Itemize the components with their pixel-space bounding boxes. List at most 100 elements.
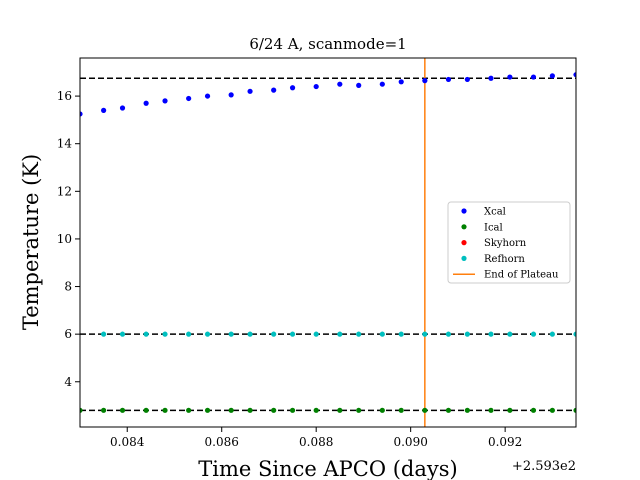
point-xcal <box>143 100 149 106</box>
point-xcal <box>488 75 494 81</box>
point-xcal <box>573 72 576 78</box>
legend: Xcal Ical Skyhorn Refhorn End of Plateau <box>447 201 571 284</box>
x-axis: 0.084 0.086 0.088 0.090 0.092 <box>110 427 522 449</box>
y-tick-label: 16 <box>57 89 72 103</box>
point-xcal <box>530 74 537 80</box>
y-tick-label: 8 <box>64 280 72 294</box>
point-ical <box>422 407 428 413</box>
y-tick-label: 14 <box>57 137 73 151</box>
point-xcal <box>162 98 168 104</box>
legend-marker <box>461 224 467 230</box>
point-refhorn <box>464 331 470 337</box>
point-ical <box>464 407 470 413</box>
point-refhorn <box>422 331 428 337</box>
point-ical <box>143 407 149 413</box>
point-refhorn <box>119 331 126 337</box>
point-refhorn <box>101 331 107 337</box>
chart-title: 6/24 A, scanmode=1 <box>249 35 406 53</box>
x-tick-label: 0.092 <box>488 435 522 449</box>
point-ical <box>162 407 168 413</box>
point-refhorn <box>313 331 319 337</box>
point-refhorn <box>488 331 494 337</box>
point-ical <box>379 407 385 413</box>
point-ical <box>445 407 452 413</box>
point-ical <box>337 407 343 413</box>
legend-label: Refhorn <box>484 254 525 265</box>
point-refhorn <box>356 331 362 337</box>
point-refhorn <box>247 331 253 337</box>
point-ical <box>289 407 296 413</box>
legend-marker <box>461 208 467 214</box>
point-ical <box>530 407 537 413</box>
point-xcal <box>289 85 296 91</box>
point-refhorn <box>289 331 296 337</box>
point-xcal <box>271 87 277 93</box>
point-xcal <box>186 95 192 102</box>
point-refhorn <box>573 331 576 337</box>
x-tick-label: 0.088 <box>299 435 333 449</box>
point-ical <box>356 407 362 413</box>
point-xcal <box>507 74 513 80</box>
point-xcal <box>379 81 385 87</box>
y-tick-label: 10 <box>57 232 72 246</box>
point-xcal <box>356 82 362 88</box>
point-xcal <box>101 107 107 113</box>
point-xcal <box>228 92 234 98</box>
point-ical <box>488 407 494 413</box>
point-xcal <box>119 105 126 111</box>
x-axis-label: Time Since APCO (days) <box>198 457 457 480</box>
point-refhorn <box>379 331 385 337</box>
point-xcal <box>80 111 83 117</box>
plot-frame <box>79 57 577 428</box>
point-xcal <box>549 73 555 79</box>
y-axis: 4 6 8 10 12 14 16 <box>57 89 80 389</box>
point-ical <box>313 407 319 413</box>
y-tick-label: 12 <box>57 184 72 198</box>
point-refhorn <box>143 331 149 337</box>
point-refhorn <box>507 331 513 337</box>
series-refhorn <box>101 331 576 337</box>
x-tick-label: 0.090 <box>393 435 427 449</box>
point-ical <box>204 407 211 413</box>
point-ical <box>101 407 107 413</box>
point-refhorn <box>445 331 452 337</box>
point-refhorn <box>530 331 537 337</box>
legend-marker <box>461 240 467 246</box>
point-refhorn <box>398 331 404 337</box>
x-tick-label: 0.084 <box>110 435 145 449</box>
legend-box <box>447 201 571 284</box>
point-ical <box>247 407 253 413</box>
series-xcal <box>80 72 576 117</box>
x-offset-label: +2.593e2 <box>512 459 576 474</box>
point-ical <box>119 407 126 413</box>
point-ical <box>549 407 555 413</box>
point-xcal <box>204 93 211 99</box>
point-xcal <box>464 76 470 83</box>
point-refhorn <box>204 331 211 337</box>
point-refhorn <box>186 331 192 337</box>
point-refhorn <box>271 331 277 337</box>
point-ical <box>507 407 513 413</box>
point-refhorn <box>337 331 343 337</box>
point-ical <box>398 407 404 413</box>
point-xcal <box>445 76 452 83</box>
point-refhorn <box>162 331 168 337</box>
y-tick-label: 6 <box>64 327 72 341</box>
point-ical <box>80 407 83 413</box>
plot-content <box>80 58 576 427</box>
y-tick-label: 4 <box>64 375 72 389</box>
x-tick-label: 0.086 <box>205 435 239 449</box>
point-ical <box>573 407 576 413</box>
point-xcal <box>398 79 404 85</box>
point-ical <box>271 407 277 413</box>
point-xcal <box>422 78 428 84</box>
series-ical <box>80 407 576 413</box>
legend-label: Skyhorn <box>484 238 527 249</box>
legend-label: Xcal <box>484 207 506 218</box>
point-xcal <box>313 83 319 90</box>
y-axis-label: Temperature (K) <box>19 154 43 330</box>
point-ical <box>228 407 234 413</box>
point-xcal <box>337 81 343 87</box>
legend-marker <box>461 255 467 261</box>
